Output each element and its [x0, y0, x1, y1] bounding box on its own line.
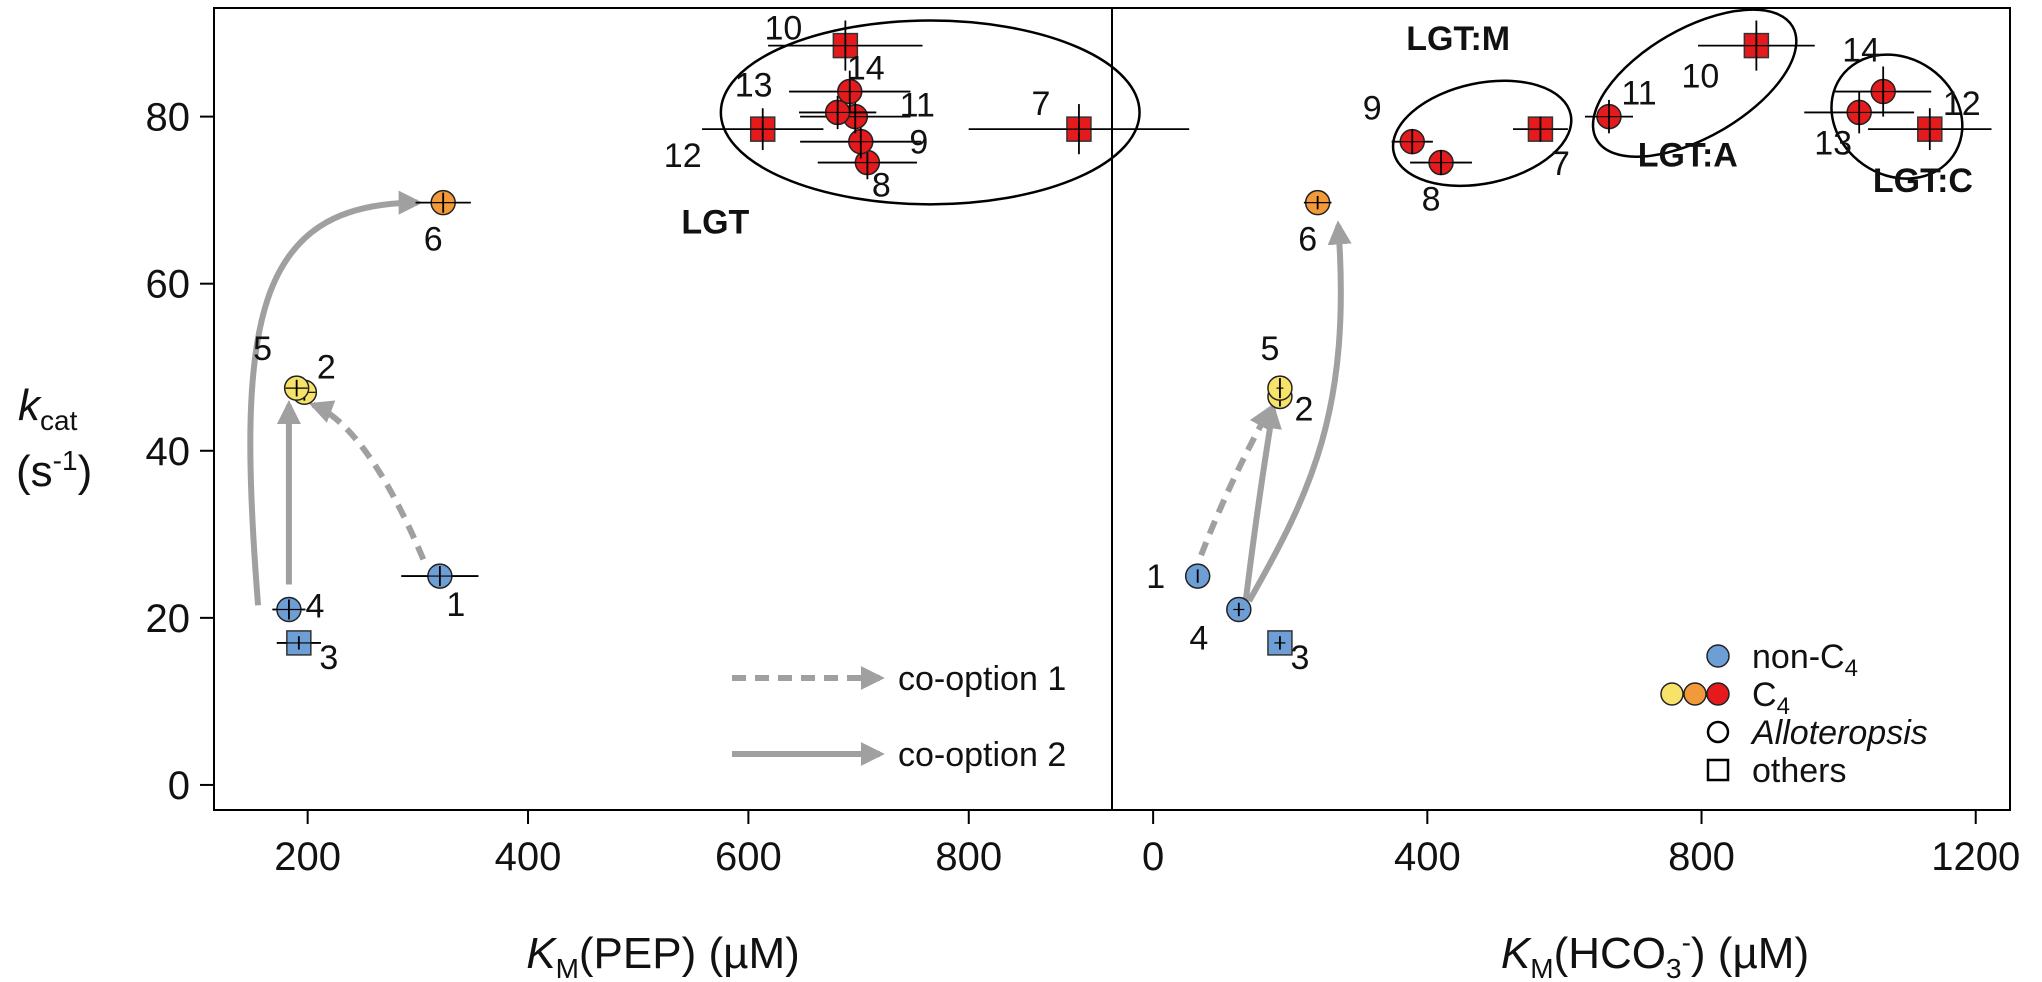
group-ellipse [1591, 8, 1798, 158]
data-point [276, 630, 321, 656]
co-option-arrow [247, 190, 423, 606]
x-axis-title-hco3: KM(HCO3-) (µM) [1501, 927, 1809, 982]
y-tick-label: 0 [168, 764, 190, 808]
x-tick-label: 200 [274, 835, 341, 879]
group-ellipse [1391, 79, 1573, 188]
data-point [800, 124, 922, 159]
group-label: LGT:C [1873, 162, 1973, 200]
data-point [1391, 128, 1433, 155]
point-label: 13 [735, 66, 773, 104]
left-panel-pep: 200 400 600 800020406080LGT1234567891011121… [146, 7, 1190, 879]
data-point [1267, 375, 1293, 401]
point-label: 3 [1290, 639, 1309, 677]
point-label: 2 [317, 348, 336, 386]
group-ellipse [1830, 53, 1964, 180]
point-label: 11 [1621, 75, 1656, 113]
data-point [1698, 20, 1815, 71]
data-point [702, 108, 824, 151]
legend-marker [1683, 682, 1707, 706]
point-label: 13 [1814, 124, 1852, 162]
point-label: 7 [1031, 85, 1050, 123]
data-point [415, 189, 471, 216]
group-ellipse [719, 19, 1141, 206]
x-tick-label: 800 [1668, 835, 1735, 879]
y-tick-label: 40 [146, 430, 191, 474]
point-label: 8 [1422, 181, 1441, 219]
plot-frame [1111, 7, 2011, 811]
data-point [272, 596, 306, 623]
group-label: LGT [681, 204, 749, 242]
x-tick-label: 800 [935, 835, 1002, 879]
point-label: 9 [909, 124, 928, 162]
point-label: 9 [1363, 90, 1382, 128]
point-label: 1 [1146, 558, 1165, 596]
point-label: 6 [424, 221, 443, 259]
data-point [1226, 596, 1252, 623]
point-label: 4 [305, 588, 324, 626]
data-point [968, 104, 1190, 155]
legend-marker [1706, 720, 1730, 744]
y-tick-label: 20 [146, 597, 191, 641]
data-point [283, 375, 310, 401]
point-label: 12 [1943, 85, 1981, 123]
point-label: 10 [764, 10, 802, 48]
point-label: 2 [1294, 390, 1313, 428]
point-label: 5 [1260, 330, 1279, 368]
legend-marker [1660, 682, 1684, 706]
y-axis-title: kcat [18, 381, 78, 436]
point-label: 7 [1551, 145, 1570, 183]
point-label: 3 [319, 639, 338, 677]
legend-label: others [1752, 752, 1847, 790]
legend-label: C4 [1752, 676, 1790, 720]
point-label: 4 [1189, 620, 1208, 658]
x-tick-label: 600 [715, 835, 782, 879]
co-option-arrow [1242, 404, 1282, 602]
y-tick-label: 80 [146, 96, 191, 140]
data-point [401, 563, 479, 589]
legend-marker [1706, 682, 1730, 706]
x-tick-label: 400 [495, 835, 562, 879]
group-label: LGT:M [1406, 20, 1510, 58]
legend-label: co-option 2 [898, 736, 1066, 774]
point-label: 5 [253, 330, 272, 368]
legend-label: non-C4 [1752, 638, 1858, 682]
y-tick-label: 60 [146, 263, 191, 307]
data-point [789, 70, 911, 113]
data-point [1184, 563, 1211, 589]
point-label: 1 [446, 586, 465, 624]
co-option-arrow [1246, 220, 1352, 603]
data-point [1804, 91, 1915, 134]
point-label: 12 [664, 137, 702, 175]
group-label: LGT:A [1638, 137, 1738, 175]
y-axis-unit: (s-1) [16, 445, 92, 496]
data-point [1513, 116, 1568, 142]
point-label: 8 [872, 167, 891, 205]
data-point [1868, 108, 1992, 151]
x-axis-title-pep: KM(PEP) (µM) [526, 929, 800, 982]
x-tick-label: 0 [1142, 835, 1164, 879]
x-tick-label: 400 [1394, 835, 1461, 879]
data-point [768, 20, 923, 71]
point-label: 14 [1842, 32, 1880, 70]
data-point [1303, 189, 1332, 216]
axis-titles: kcat (s-1) KM(PEP) (µM) KM(HCO3-) (µM) [16, 381, 1809, 982]
legend-marker [1706, 644, 1730, 668]
data-point [1584, 99, 1633, 134]
point-label: 11 [900, 87, 935, 125]
arrow-legend: co-option 1 co-option 2 [732, 660, 1066, 774]
data-point [1835, 66, 1932, 117]
x-tick-label: 1200 [1931, 835, 2020, 879]
data-point [1267, 630, 1293, 656]
legend-label: Alloteropsis [1750, 714, 1928, 752]
point-label: 10 [1681, 58, 1719, 96]
data-point [1410, 149, 1472, 176]
point-label: 6 [1298, 221, 1317, 259]
point-label: 14 [847, 50, 885, 88]
co-option-arrow [308, 400, 427, 561]
legend-marker [1706, 758, 1730, 782]
legend-label: co-option 1 [898, 660, 1066, 698]
